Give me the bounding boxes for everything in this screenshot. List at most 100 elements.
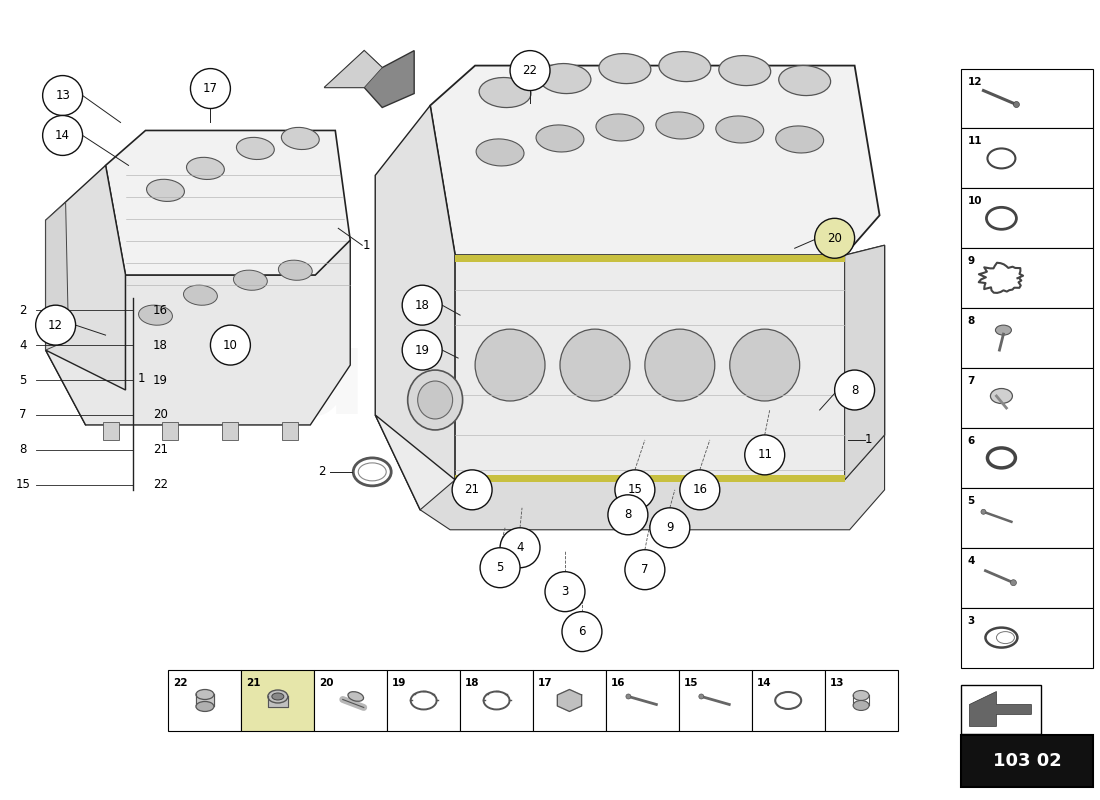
Circle shape [562, 612, 602, 651]
Circle shape [698, 694, 704, 699]
Text: 8: 8 [968, 316, 975, 326]
Ellipse shape [776, 126, 824, 153]
Ellipse shape [656, 112, 704, 139]
Circle shape [43, 75, 82, 115]
Text: 21: 21 [153, 443, 168, 457]
Ellipse shape [139, 305, 173, 326]
Circle shape [403, 285, 442, 325]
Text: 6: 6 [579, 625, 585, 638]
Bar [961, 735, 1093, 787]
Text: 22: 22 [153, 478, 168, 491]
Text: 22: 22 [174, 678, 188, 687]
Text: 12: 12 [968, 77, 982, 86]
Polygon shape [324, 50, 415, 107]
Text: 4: 4 [516, 542, 524, 554]
Text: 18: 18 [465, 678, 480, 687]
Bar [102, 422, 119, 440]
Text: 14: 14 [757, 678, 771, 687]
Text: 5: 5 [496, 562, 504, 574]
Bar [961, 368, 1093, 428]
Ellipse shape [408, 370, 463, 430]
Text: a passion for motoring: a passion for motoring [323, 686, 637, 714]
Bar [961, 608, 1093, 667]
Text: 103 02: 103 02 [993, 752, 1062, 770]
Ellipse shape [480, 78, 531, 107]
Ellipse shape [645, 329, 715, 401]
Ellipse shape [348, 692, 364, 702]
Ellipse shape [596, 114, 644, 141]
Circle shape [625, 550, 664, 590]
Circle shape [544, 572, 585, 612]
Ellipse shape [268, 690, 288, 703]
Polygon shape [420, 435, 884, 530]
Bar [751, 670, 825, 731]
Text: 16: 16 [692, 483, 707, 496]
Text: 15: 15 [15, 478, 30, 491]
Ellipse shape [854, 690, 869, 701]
Text: 13: 13 [55, 89, 70, 102]
Polygon shape [558, 690, 582, 711]
Text: 3: 3 [968, 616, 975, 626]
Text: 17: 17 [538, 678, 552, 687]
Circle shape [745, 435, 784, 475]
Bar [961, 685, 1042, 734]
Text: 2: 2 [318, 466, 326, 478]
Text: 15: 15 [627, 483, 642, 496]
Circle shape [608, 495, 648, 534]
Circle shape [510, 50, 550, 90]
Ellipse shape [146, 179, 185, 202]
Text: 18: 18 [153, 338, 168, 351]
Bar [606, 670, 679, 731]
Bar [241, 670, 315, 731]
Bar [961, 428, 1093, 488]
Circle shape [403, 330, 442, 370]
Ellipse shape [475, 329, 544, 401]
Text: 10: 10 [968, 196, 982, 206]
Text: 1: 1 [138, 371, 145, 385]
Ellipse shape [282, 127, 319, 150]
Text: 9: 9 [667, 522, 673, 534]
Polygon shape [45, 240, 350, 425]
Ellipse shape [196, 690, 213, 699]
Circle shape [615, 470, 654, 510]
Polygon shape [375, 106, 455, 510]
Text: 8: 8 [851, 383, 858, 397]
Text: 4: 4 [968, 556, 975, 566]
Text: 18: 18 [415, 298, 430, 312]
Bar [163, 422, 178, 440]
Ellipse shape [272, 693, 284, 700]
Circle shape [650, 508, 690, 548]
Circle shape [680, 470, 719, 510]
Circle shape [480, 548, 520, 588]
Ellipse shape [233, 270, 267, 290]
Ellipse shape [600, 54, 651, 83]
Text: 1: 1 [865, 434, 872, 446]
Bar [961, 548, 1093, 608]
Bar [961, 308, 1093, 368]
Text: 9: 9 [968, 256, 975, 266]
Ellipse shape [536, 125, 584, 152]
Polygon shape [430, 66, 880, 255]
Text: 19: 19 [153, 374, 168, 386]
Ellipse shape [659, 51, 711, 82]
Text: 2: 2 [19, 304, 26, 317]
Bar [961, 248, 1093, 308]
Ellipse shape [418, 381, 452, 419]
Text: 16: 16 [610, 678, 626, 687]
Ellipse shape [854, 701, 869, 710]
Circle shape [190, 69, 230, 109]
Polygon shape [969, 691, 1032, 726]
Circle shape [1013, 102, 1020, 107]
Polygon shape [324, 50, 382, 87]
Text: 14: 14 [55, 129, 70, 142]
Polygon shape [45, 166, 125, 425]
Polygon shape [375, 246, 884, 510]
Text: 20: 20 [153, 409, 168, 422]
Bar [460, 670, 534, 731]
Text: 17: 17 [202, 82, 218, 95]
Bar [534, 670, 606, 731]
Text: 3: 3 [561, 585, 569, 598]
Text: 19: 19 [393, 678, 407, 687]
Circle shape [43, 115, 82, 155]
Text: 13: 13 [829, 678, 844, 687]
